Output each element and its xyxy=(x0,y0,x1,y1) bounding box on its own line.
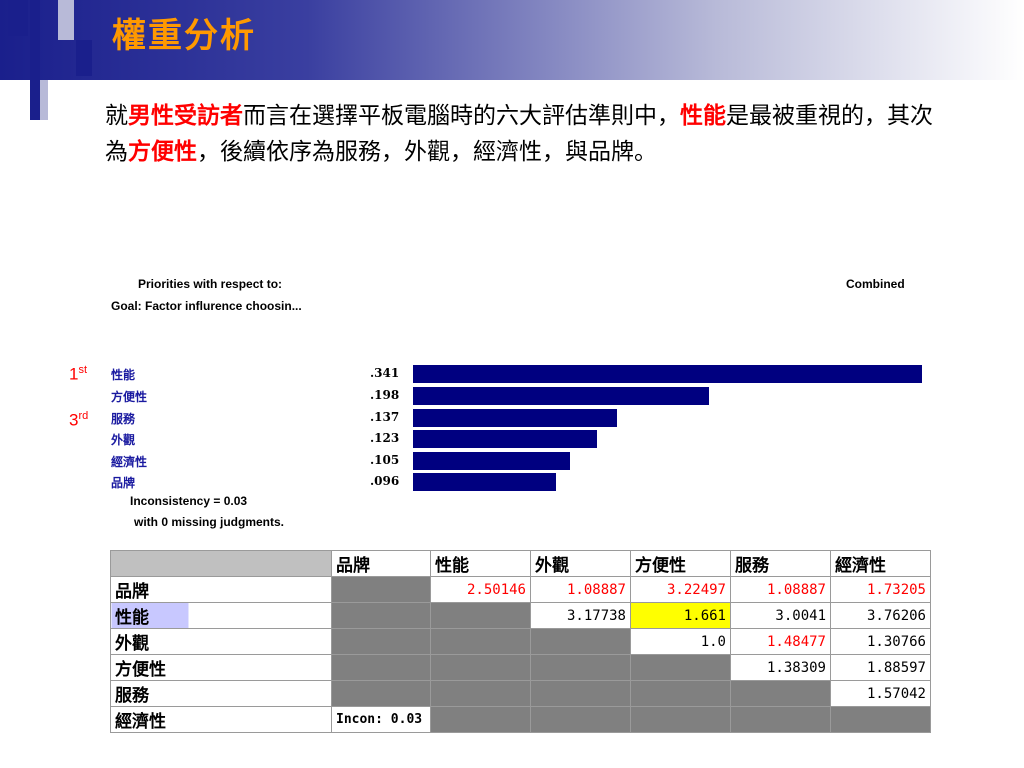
decor-square xyxy=(40,80,48,120)
criterion-value: .198 xyxy=(370,388,400,402)
matrix-col-header: 經濟性 xyxy=(830,550,931,577)
para-text: 而言在選擇平板電腦時的六大評估準則中， xyxy=(243,103,680,129)
criterion-value: .341 xyxy=(370,366,400,380)
matrix-cell[interactable]: 1.30766 xyxy=(830,628,931,655)
matrix-col-header: 品牌 xyxy=(331,550,431,577)
matrix-cell[interactable] xyxy=(331,680,431,707)
priorities-header: Priorities with respect to: xyxy=(138,277,283,291)
priority-bar xyxy=(413,365,922,383)
criterion-label: 經濟性 xyxy=(111,455,148,469)
matrix-cell[interactable] xyxy=(730,706,831,733)
matrix-cell[interactable] xyxy=(530,654,631,681)
table-row: 服務 1.57042 xyxy=(110,680,931,707)
matrix-row-header[interactable]: 服務 xyxy=(110,680,332,707)
matrix-header-row: 品牌 性能 外觀 方便性 服務 經濟性 xyxy=(110,550,931,577)
matrix-cell[interactable]: 3.0041 xyxy=(730,602,831,629)
matrix-corner xyxy=(110,550,332,577)
matrix-cell[interactable] xyxy=(430,628,531,655)
criterion-value: .096 xyxy=(370,474,400,488)
matrix-cell[interactable]: 3.22497 xyxy=(630,576,731,603)
matrix-col-header: 服務 xyxy=(730,550,831,577)
matrix-row-header[interactable]: 性能 xyxy=(110,602,332,629)
matrix-cell[interactable]: 1.73205 xyxy=(830,576,931,603)
slide-title: 權重分析 xyxy=(112,16,256,56)
para-text: 是最被重視的，其次為 xyxy=(105,103,933,165)
matrix-cell[interactable] xyxy=(530,706,631,733)
summary-paragraph: 就男性受訪者而言在選擇平板電腦時的六大評估準則中，性能是最被重視的，其次為方便性… xyxy=(105,98,945,170)
matrix-cell[interactable] xyxy=(430,680,531,707)
matrix-cell[interactable]: 3.17738 xyxy=(530,602,631,629)
table-row: 外觀 1.0 1.48477 1.30766 xyxy=(110,628,931,655)
para-text: 就 xyxy=(105,103,128,129)
matrix-cell[interactable]: 2.50146 xyxy=(430,576,531,603)
goal-label: Goal: Factor influrence choosin... xyxy=(111,299,302,313)
priority-bar xyxy=(413,387,709,405)
decor-square xyxy=(76,40,92,76)
title-banner xyxy=(0,0,1024,80)
table-row: 品牌 2.50146 1.08887 3.22497 1.08887 1.732… xyxy=(110,576,931,603)
matrix-cell[interactable]: 1.0 xyxy=(630,628,731,655)
matrix-cell[interactable]: 1.08887 xyxy=(530,576,631,603)
matrix-cell[interactable]: 3.76206 xyxy=(830,602,931,629)
para-highlight: 男性受訪者 xyxy=(128,103,243,129)
matrix-cell-selected[interactable]: 1.661 xyxy=(630,602,731,629)
priority-bar xyxy=(413,452,570,470)
para-highlight: 方便性 xyxy=(128,139,197,165)
matrix-cell[interactable] xyxy=(430,602,531,629)
criterion-value: .123 xyxy=(370,431,400,445)
matrix-cell[interactable] xyxy=(331,602,431,629)
priority-bar xyxy=(413,430,597,448)
priority-bar xyxy=(413,473,556,491)
table-row: 方便性 1.38309 1.88597 xyxy=(110,654,931,681)
matrix-cell[interactable] xyxy=(430,654,531,681)
matrix-cell[interactable]: 1.57042 xyxy=(830,680,931,707)
inconsistency-cell: Incon: 0.03 xyxy=(331,706,431,733)
matrix-col-header: 外觀 xyxy=(530,550,631,577)
decor-square xyxy=(30,0,40,120)
matrix-row-header[interactable]: 品牌 xyxy=(110,576,332,603)
matrix-cell[interactable]: 1.48477 xyxy=(730,628,831,655)
matrix-cell[interactable]: 1.08887 xyxy=(730,576,831,603)
matrix-cell[interactable] xyxy=(331,628,431,655)
criterion-label: 外觀 xyxy=(111,433,136,447)
missing-judgments-text: with 0 missing judgments. xyxy=(134,515,285,529)
matrix-cell[interactable]: 1.38309 xyxy=(730,654,831,681)
matrix-cell[interactable] xyxy=(331,576,431,603)
criterion-label: 方便性 xyxy=(111,390,148,404)
combined-label: Combined xyxy=(846,277,905,291)
matrix-cell[interactable] xyxy=(830,706,931,733)
matrix-row-header[interactable]: 方便性 xyxy=(110,654,332,681)
inconsistency-text: Inconsistency = 0.03 xyxy=(130,494,248,508)
matrix-cell[interactable] xyxy=(630,680,731,707)
rank-first: 1st xyxy=(69,364,88,384)
matrix-row-header[interactable]: 外觀 xyxy=(110,628,332,655)
criterion-value: .105 xyxy=(370,453,400,467)
matrix-cell[interactable] xyxy=(630,706,731,733)
priority-bar xyxy=(413,409,617,427)
criterion-value: .137 xyxy=(370,410,400,424)
criterion-label: 服務 xyxy=(111,412,136,426)
matrix-cell[interactable] xyxy=(630,654,731,681)
rank-third: 3rd xyxy=(69,410,89,430)
matrix-cell[interactable] xyxy=(430,706,531,733)
criterion-label: 性能 xyxy=(111,368,136,382)
matrix-row-header[interactable]: 經濟性 xyxy=(110,706,332,733)
matrix-col-header: 方便性 xyxy=(630,550,731,577)
table-row: 性能 3.17738 1.661 3.0041 3.76206 xyxy=(110,602,931,629)
comparison-matrix: 品牌 性能 外觀 方便性 服務 經濟性 品牌 2.50146 1.08887 3… xyxy=(110,550,931,733)
table-row: 經濟性 Incon: 0.03 xyxy=(110,706,931,733)
para-text: ，後續依序為服務，外觀，經濟性，與品牌。 xyxy=(197,139,657,165)
criterion-label: 品牌 xyxy=(111,476,136,490)
priorities-panel: Priorities with respect to: Goal: Factor… xyxy=(108,270,934,546)
matrix-cell[interactable]: 1.88597 xyxy=(830,654,931,681)
decor-square xyxy=(8,0,28,36)
matrix-col-header: 性能 xyxy=(430,550,531,577)
matrix-cell[interactable] xyxy=(530,628,631,655)
matrix-cell[interactable] xyxy=(331,654,431,681)
decor-square xyxy=(58,0,74,40)
matrix-cell[interactable] xyxy=(730,680,831,707)
para-highlight: 性能 xyxy=(680,103,726,129)
matrix-cell[interactable] xyxy=(530,680,631,707)
